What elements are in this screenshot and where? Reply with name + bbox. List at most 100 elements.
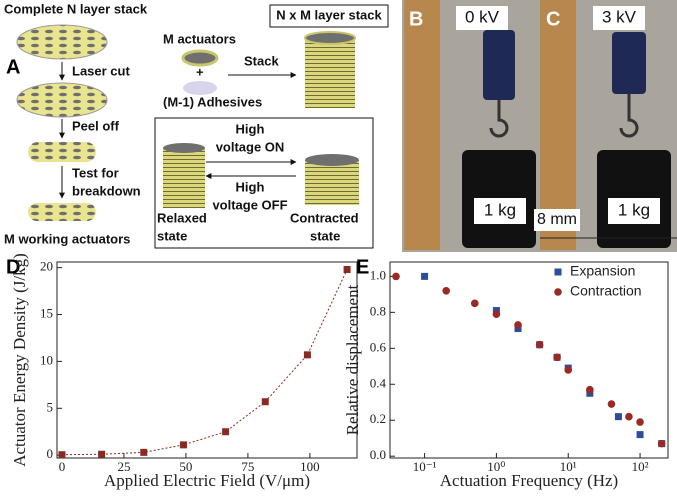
point	[343, 266, 351, 274]
label: 8 mm	[537, 211, 577, 228]
x-tick-label: 10⁻¹	[413, 459, 437, 474]
stack-top	[305, 154, 359, 166]
panel-a: Complete N layer stack A Laser cut Peel …	[4, 1, 389, 249]
ruler	[540, 0, 576, 250]
point	[657, 439, 666, 448]
panel-letter: E	[356, 256, 369, 278]
point	[261, 398, 269, 406]
label: High	[236, 121, 265, 136]
label: breakdown	[72, 183, 141, 198]
point	[614, 413, 622, 421]
legend-label: Expansion	[570, 263, 635, 279]
panel-letter: B	[409, 8, 423, 30]
label: M actuators	[163, 31, 236, 46]
point	[98, 450, 106, 458]
actuator	[612, 32, 646, 94]
y-tick-label: 0.2	[370, 411, 386, 426]
y-tick-label: 20	[40, 259, 53, 274]
y-tick-label: 5	[47, 399, 54, 414]
y-tick-label: 15	[40, 306, 53, 321]
label-bg	[456, 6, 508, 30]
label: 1 kg	[618, 200, 650, 219]
adhesive	[183, 81, 217, 95]
actuator	[181, 49, 219, 67]
label: M working actuators	[4, 231, 130, 246]
stack	[305, 38, 355, 108]
box	[269, 4, 389, 28]
x-tick-label: 50	[179, 459, 192, 474]
stack-top	[304, 31, 356, 45]
point	[636, 418, 644, 426]
x-axis-label: Actuation Frequency (Hz)	[440, 471, 618, 490]
disk	[16, 24, 108, 60]
label-bg	[534, 209, 580, 231]
point	[607, 400, 616, 408]
label-bg	[608, 198, 660, 224]
point	[625, 412, 633, 421]
label: High	[236, 179, 265, 194]
line	[61, 269, 348, 456]
y-axis-label: Actuator Energy Density (J/kg)	[10, 253, 29, 467]
x-tick-label: 10¹	[560, 459, 577, 474]
panel-letter: C	[546, 8, 560, 30]
x-tick-label: 75	[241, 459, 254, 474]
label-bg	[474, 198, 526, 224]
label: state	[157, 228, 187, 243]
panel-letter: D	[6, 256, 20, 278]
point	[179, 441, 187, 449]
panel-letter: A	[6, 56, 20, 78]
point	[553, 353, 561, 362]
plot-frame	[56, 261, 358, 459]
point	[514, 321, 522, 329]
point	[470, 299, 479, 308]
point	[421, 272, 429, 280]
stack	[305, 160, 359, 205]
actuator	[483, 30, 515, 100]
label: Contracted	[290, 210, 359, 225]
point	[564, 366, 573, 374]
label: Test for	[72, 165, 119, 180]
pieces	[28, 203, 96, 221]
label: Peel off	[72, 118, 120, 133]
point	[222, 428, 230, 436]
label: (M-1) Adhesives	[163, 94, 262, 109]
y-tick-label: 0.0	[370, 447, 386, 462]
hook	[489, 100, 509, 138]
point	[586, 385, 594, 394]
x-tick-label: 0	[59, 459, 66, 474]
label: +	[196, 64, 204, 79]
label: voltage ON	[216, 139, 285, 154]
y-tick-label: 0.4	[370, 375, 387, 390]
hook	[619, 94, 639, 138]
point	[492, 310, 501, 318]
ruler	[404, 0, 440, 250]
label-bg	[593, 6, 645, 30]
x-tick-label: 10⁰	[487, 459, 505, 474]
photos: B C 0 kV 3 kV 1 kg 1 kg 8 mm	[402, 0, 677, 252]
label: Laser cut	[72, 63, 130, 78]
x-axis-label: Applied Electric Field (V/μm)	[104, 471, 310, 490]
point	[392, 272, 400, 281]
y-tick-label: 10	[40, 352, 53, 367]
y-tick-label: 0.6	[370, 339, 387, 354]
point	[140, 448, 148, 456]
pieces	[28, 142, 96, 162]
plot-frame	[389, 261, 669, 459]
label: voltage OFF	[212, 197, 287, 212]
label: Complete N layer stack	[4, 1, 148, 16]
y-axis-label: Relative displacement	[343, 284, 362, 435]
point	[303, 351, 311, 359]
x-tick-label: 100	[300, 459, 320, 474]
label: 0 kV	[465, 7, 500, 26]
label: state	[310, 228, 340, 243]
legend-marker	[554, 268, 562, 276]
point	[58, 451, 66, 459]
label: Stack	[244, 53, 279, 68]
x-tick-label: 25	[117, 459, 130, 474]
point	[442, 286, 451, 295]
x-tick-label: 10²	[632, 459, 649, 474]
label: N x M layer stack	[276, 7, 382, 22]
label: Relaxed	[157, 210, 207, 225]
